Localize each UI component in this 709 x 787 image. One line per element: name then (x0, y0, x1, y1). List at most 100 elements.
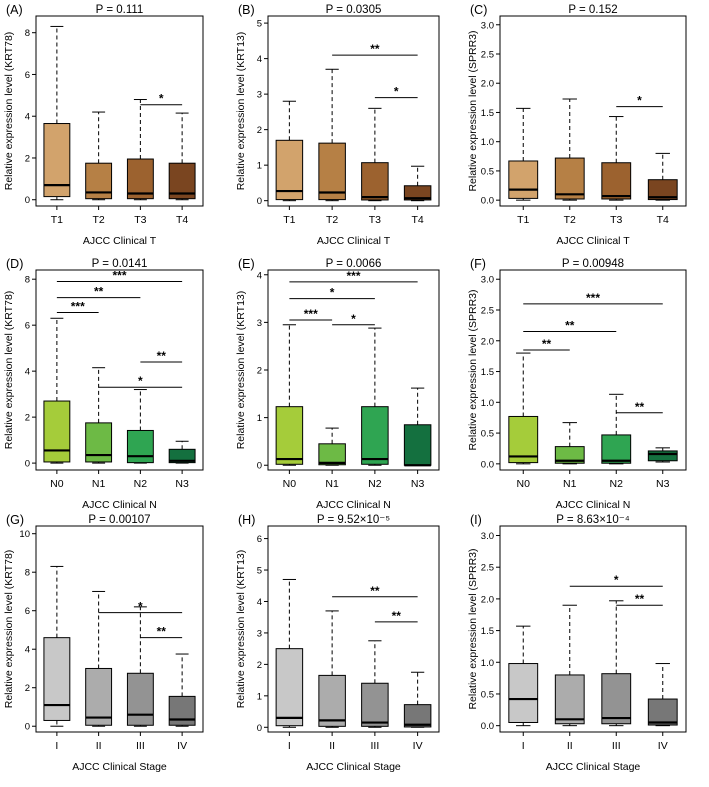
significance-stars: *** (586, 291, 600, 305)
x-tick-label: IV (413, 740, 423, 752)
x-tick-label: N0 (517, 478, 531, 490)
significance-stars: ** (635, 592, 645, 606)
x-tick-label: II (96, 740, 102, 752)
significance-stars: * (138, 374, 143, 388)
p-value-title: P = 0.0066 (326, 258, 382, 270)
iqr-box (508, 160, 539, 199)
significance-stars: * (330, 286, 335, 300)
panel-f: (F) P = 0.00948 0.0 0.5 1.0 1.5 2.0 2.5 3.0Relat… (467, 257, 687, 511)
panel-label: (I) (470, 513, 482, 527)
panel-label: (E) (238, 257, 255, 271)
panel-a: (A) P = 0.111 0 2 4 6 8 Relative expression lev… (3, 3, 204, 247)
y-tick-label: 0.0 (481, 721, 494, 732)
y-tick-label: 2 (25, 683, 30, 694)
box-n0 (43, 317, 71, 464)
box-n3 (168, 440, 196, 464)
iqr-box (647, 179, 678, 201)
box-n0 (508, 352, 539, 465)
iqr-box (403, 424, 432, 466)
panel-label: (C) (470, 3, 487, 17)
plot-frame (499, 525, 687, 733)
y-tick-label: 6 (257, 534, 262, 545)
y-tick-label: 0 (257, 196, 262, 207)
box-t2 (318, 68, 346, 202)
x-tick-label: IV (177, 740, 187, 752)
box-n3 (403, 387, 432, 467)
significance-stars: ** (157, 349, 167, 363)
y-tick-label: 2.0 (481, 79, 494, 90)
y-tick-label: 0 (257, 461, 262, 472)
x-tick-label: T4 (657, 214, 669, 226)
box-n2 (126, 389, 154, 464)
y-tick-label: 1.0 (481, 658, 494, 669)
y-tick-label: 0.5 (481, 689, 494, 700)
y-tick-label: 10 (19, 529, 30, 540)
x-tick-label: T1 (51, 214, 63, 226)
y-tick-label: 1 (257, 691, 262, 702)
y-tick-label: 2.0 (481, 336, 494, 347)
iqr-box (508, 663, 539, 723)
box-t4 (647, 152, 678, 201)
box-n2 (601, 393, 632, 465)
y-tick-label: 0 (25, 195, 30, 206)
iqr-box (554, 446, 585, 464)
y-axis-label: Relative expression level (SPRR3) (467, 30, 479, 191)
iqr-box (85, 667, 113, 726)
x-tick-label: I (288, 740, 291, 752)
y-tick-label: 2 (25, 153, 30, 164)
y-tick-label: 4 (25, 367, 30, 378)
x-tick-label: I (55, 740, 58, 752)
p-value-title: P = 9.52×10⁻⁵ (317, 514, 391, 526)
box-ii (554, 604, 585, 727)
y-tick-label: 2.5 (481, 563, 494, 574)
p-value-title: P = 0.0305 (326, 4, 382, 16)
significance-stars: ** (157, 625, 167, 639)
significance-stars: * (138, 600, 143, 614)
y-tick-label: 2.5 (481, 306, 494, 317)
x-tick-label: N3 (411, 478, 425, 490)
y-tick-label: 1.5 (481, 367, 494, 378)
box-t1 (43, 25, 71, 201)
y-tick-label: 0.0 (481, 459, 494, 470)
iqr-box (43, 400, 71, 463)
y-tick-label: 8 (25, 275, 30, 286)
y-axis-label: Relative expression level (KRT78) (3, 32, 15, 191)
y-tick-label: 1.0 (481, 398, 494, 409)
box-t3 (126, 99, 154, 201)
significance-stars: * (394, 85, 399, 99)
y-tick-label: 2.0 (481, 594, 494, 605)
iqr-box (508, 415, 539, 464)
box-n2 (361, 327, 389, 466)
iqr-box (403, 185, 432, 201)
significance-stars: ** (94, 285, 104, 299)
box-t4 (403, 165, 432, 202)
significance-stars: * (614, 573, 619, 587)
panel-label: (A) (6, 3, 23, 17)
y-tick-label: 8 (25, 28, 30, 39)
iqr-box (601, 673, 632, 725)
iqr-box (601, 434, 632, 464)
y-tick-label: 0.0 (481, 196, 494, 207)
iqr-box (168, 448, 196, 464)
y-axis-label: Relative expression level (SPRR3) (467, 548, 479, 709)
iqr-box (275, 648, 304, 727)
box-t1 (275, 100, 304, 202)
y-tick-label: 4 (257, 270, 262, 281)
x-tick-label: T4 (411, 214, 423, 226)
iqr-box (601, 162, 632, 200)
box-t1 (508, 107, 539, 201)
box-ii (318, 610, 346, 728)
panel-label: (D) (6, 257, 23, 271)
iqr-box (43, 637, 71, 721)
x-axis-label: AJCC Clinical T (317, 235, 391, 247)
box-n1 (85, 367, 113, 464)
iqr-box (275, 139, 304, 201)
panel-label: (G) (6, 513, 24, 527)
panel-c: (C) P = 0.152 0.0 0.5 1.0 1.5 2.0 2.5 3.0Relativ… (467, 3, 687, 247)
panel-label: (B) (238, 3, 255, 17)
x-axis-label: AJCC Clinical T (556, 235, 630, 247)
x-axis-label: AJCC Clinical N (556, 499, 631, 511)
box-n0 (275, 324, 304, 466)
x-tick-label: T3 (610, 214, 622, 226)
iqr-box (318, 443, 346, 466)
